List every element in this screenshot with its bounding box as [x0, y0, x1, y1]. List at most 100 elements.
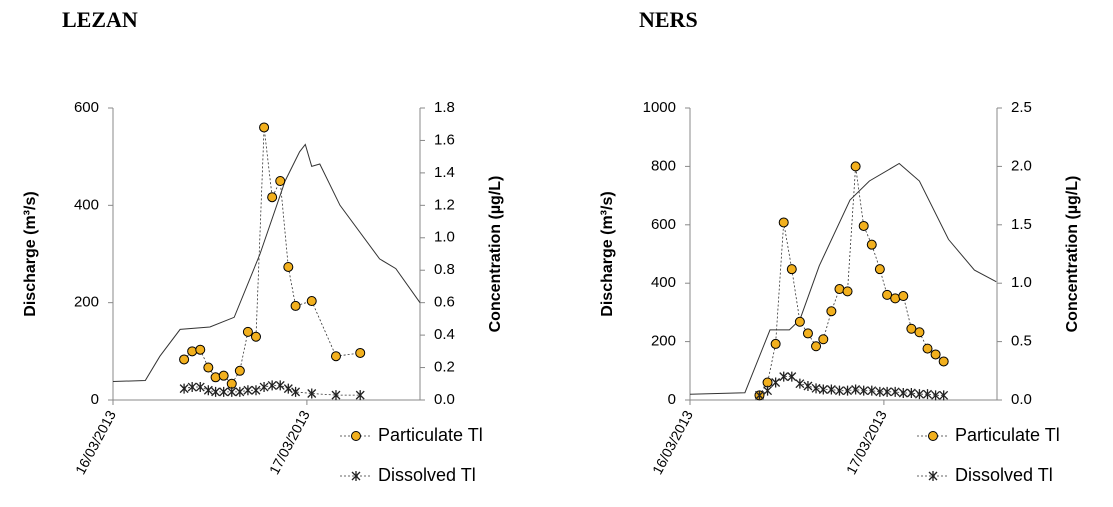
marker	[874, 264, 885, 275]
legend-label: Dissolved Tl	[378, 465, 476, 485]
marker	[931, 390, 941, 401]
marker	[275, 380, 285, 391]
marker	[218, 370, 229, 381]
y-tick-label: 600	[651, 216, 676, 233]
marker	[762, 377, 773, 388]
marker	[818, 384, 828, 395]
marker	[778, 217, 789, 228]
marker	[283, 383, 293, 394]
marker	[243, 385, 253, 396]
marker	[203, 362, 214, 373]
marker	[795, 378, 805, 389]
marker	[867, 385, 877, 396]
legend-marker	[928, 471, 938, 481]
y-tick-label: 400	[651, 274, 676, 291]
marker	[923, 389, 932, 400]
marker	[842, 286, 853, 297]
series-line	[184, 385, 361, 396]
marker	[275, 176, 286, 186]
y2-tick-label: 0.6	[434, 294, 455, 311]
marker	[835, 385, 844, 396]
y2-axis-title: Concentration (µg/L)	[487, 176, 504, 333]
y2-tick-label: 1.0	[434, 229, 455, 246]
marker	[211, 386, 221, 397]
series-line	[183, 127, 361, 385]
chart-title: NERS	[639, 7, 698, 32]
legend-label: Particulate Tl	[378, 425, 483, 445]
marker	[355, 347, 366, 358]
marker	[763, 385, 773, 396]
marker	[859, 385, 869, 396]
marker	[858, 220, 869, 231]
marker	[803, 380, 813, 391]
marker	[355, 390, 365, 401]
legend-marker	[351, 431, 361, 441]
marker	[219, 386, 229, 397]
marker	[242, 326, 253, 337]
legend-marker	[351, 471, 361, 481]
marker	[938, 356, 949, 367]
x-tick-label: 17/03/2013	[843, 407, 890, 477]
chart-title: LEZAN	[62, 7, 138, 32]
marker	[291, 386, 301, 397]
marker	[267, 380, 277, 391]
marker	[898, 387, 908, 398]
marker	[930, 349, 941, 360]
marker	[210, 372, 221, 383]
y2-tick-label: 1.5	[1011, 216, 1032, 233]
y2-tick-label: 0.0	[434, 391, 455, 408]
y2-tick-label: 1.6	[434, 131, 455, 148]
y2-tick-label: 0.5	[1011, 333, 1032, 350]
marker	[875, 386, 885, 397]
marker	[779, 371, 789, 382]
marker	[770, 338, 781, 349]
marker	[882, 289, 893, 300]
marker	[250, 331, 261, 342]
y2-tick-label: 0.8	[434, 261, 455, 278]
y2-tick-label: 0.0	[1011, 391, 1032, 408]
y-tick-label: 400	[74, 196, 99, 213]
marker	[307, 388, 317, 399]
y2-tick-label: 1.8	[434, 99, 455, 116]
marker	[794, 316, 805, 327]
marker	[195, 344, 206, 355]
panel: LEZAN 0 200 400 600 0.0 0.2 0.4 0.6 0.8 1.0 1.2 1.4 1…	[22, 7, 504, 485]
marker	[227, 386, 237, 397]
y2-axis-title: Concentration (µg/L)	[1064, 176, 1081, 333]
marker	[179, 354, 190, 365]
legend-marker	[928, 431, 938, 441]
marker	[843, 385, 852, 396]
marker	[811, 383, 821, 394]
marker	[179, 383, 189, 394]
x-tick-label: 16/03/2013	[649, 407, 696, 477]
marker	[234, 365, 245, 376]
marker	[755, 390, 764, 401]
marker	[330, 351, 341, 362]
y-tick-label: 0	[668, 391, 676, 408]
y-tick-label: 800	[651, 157, 676, 174]
marker	[802, 328, 813, 339]
panel: NERS 0 200 400 600 800 1000 0.0 0.5 1.0 1.5 2.0 2.5 1…	[599, 7, 1081, 485]
legend-label: Particulate Tl	[955, 425, 1060, 445]
y2-tick-label: 2.0	[1011, 157, 1032, 174]
marker	[251, 385, 261, 396]
marker	[914, 327, 925, 338]
x-tick-label: 17/03/2013	[266, 407, 313, 477]
marker	[914, 389, 924, 400]
marker	[826, 306, 837, 317]
x-tick-label: 16/03/2013	[72, 407, 119, 477]
marker	[818, 334, 829, 345]
y2-tick-label: 1.2	[434, 196, 455, 213]
marker	[267, 192, 278, 203]
y-tick-label: 200	[651, 333, 676, 350]
legend-label: Dissolved Tl	[955, 465, 1053, 485]
marker	[290, 300, 301, 311]
marker	[898, 291, 909, 302]
marker	[906, 387, 916, 398]
series-line	[759, 376, 944, 396]
y-tick-label: 1000	[643, 99, 676, 116]
marker	[283, 261, 294, 272]
y2-tick-label: 1.0	[1011, 274, 1032, 291]
marker	[939, 390, 949, 401]
marker	[850, 161, 861, 172]
